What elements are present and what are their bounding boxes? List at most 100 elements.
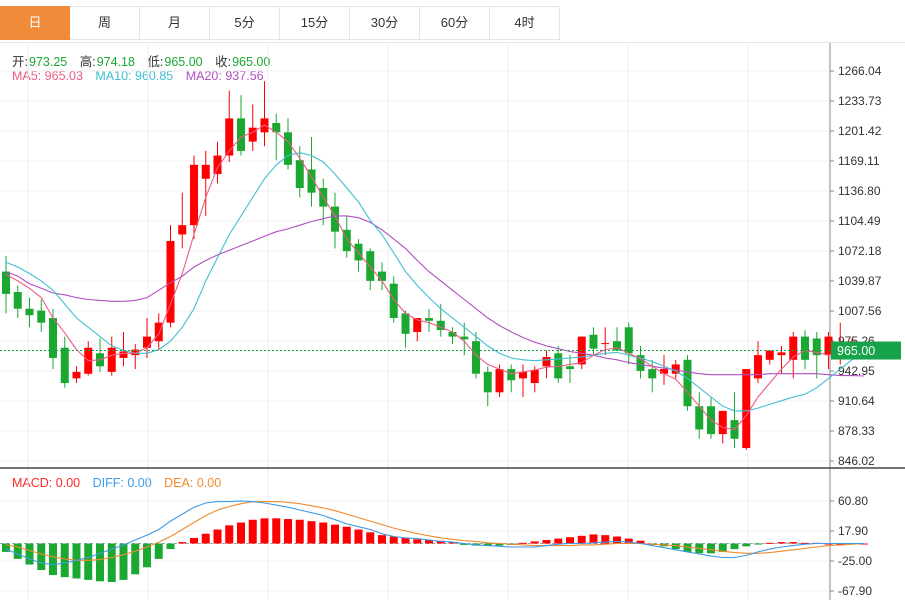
tab-2[interactable]: 周 [70, 6, 140, 40]
price-tick-label-6: 1072.18 [838, 244, 882, 258]
candle-body-36 [425, 318, 433, 321]
candle-body-12 [143, 336, 151, 348]
candle-body-40 [472, 341, 480, 374]
candle-body-54 [636, 355, 645, 371]
tab-3[interactable]: 月 [140, 6, 210, 40]
macd-bar-7 [84, 543, 93, 580]
candle-body-1 [13, 292, 22, 309]
tab-8[interactable]: 4时 [490, 6, 560, 40]
macd-bar-1 [13, 543, 22, 559]
candle-body-11 [131, 349, 140, 356]
macd-bar-13 [154, 543, 163, 559]
price-tick-label-3: 1169.11 [838, 154, 880, 168]
price-tick-label-7: 1039.87 [838, 274, 882, 288]
candle-body-52 [613, 341, 621, 351]
candle-body-17 [201, 164, 210, 179]
dea-line [5, 501, 864, 561]
ma5-line [5, 124, 864, 430]
tab-4[interactable]: 5分 [210, 6, 280, 40]
price-tick-label-11: 910.64 [838, 394, 875, 408]
macd-bar-24 [284, 519, 292, 544]
macd-value: 0.00 [55, 476, 81, 490]
tab-7[interactable]: 60分 [420, 6, 490, 40]
open-value: 973.25 [28, 55, 68, 69]
candle-body-55 [648, 369, 657, 379]
price-tick-label-10: 942.95 [838, 364, 875, 378]
macd-bar-39 [460, 543, 469, 545]
ma10-value: 960.85 [135, 69, 174, 83]
macd-bar-18 [213, 529, 222, 544]
tab-1[interactable]: 日 [0, 6, 70, 40]
macd-bar-47 [554, 538, 563, 544]
candle-body-58 [683, 359, 692, 407]
candle-body-41 [483, 371, 492, 393]
macd-bar-30 [354, 529, 363, 544]
candle-body-20 [237, 118, 245, 151]
price-tick-label-4: 1136.80 [838, 184, 881, 198]
macd-bar-3 [37, 543, 46, 571]
macd-bar-2 [25, 543, 34, 565]
macd-bar-32 [378, 535, 386, 544]
period-tab-bar: 日周月 5分 15分 30分 60分 4时 [0, 0, 905, 42]
candle-body-35 [413, 318, 422, 332]
macd-bar-5 [60, 543, 69, 578]
candle-body-4 [49, 318, 57, 358]
current-price-badge [831, 341, 901, 360]
candle-body-6 [72, 371, 81, 379]
macd-bar-25 [295, 519, 304, 544]
diff-line [5, 500, 864, 566]
ma20-label: MA20: [185, 69, 222, 83]
macd-bar-20 [237, 522, 245, 544]
candle-body-61 [718, 410, 727, 435]
candle-body-23 [272, 123, 281, 133]
candle-body-70 [824, 336, 833, 356]
macd-bar-27 [319, 522, 328, 544]
close-label: 收: [215, 55, 232, 69]
candle-body-56 [660, 369, 668, 374]
current-price-label: 965.00 [837, 344, 875, 358]
candle-body-0 [2, 271, 10, 294]
candle-body-64 [754, 355, 762, 379]
price-tick-label-5: 1104.49 [838, 214, 881, 228]
candle-body-42 [495, 369, 504, 393]
kline-chart[interactable]: 1266.04 1233.73 1201.42 1169.11 1136.80 1104.… [0, 42, 905, 603]
macd-bar-9 [107, 543, 116, 582]
macd-bar-45 [530, 541, 539, 544]
macd-bar-53 [624, 538, 633, 544]
candle-body-59 [695, 406, 704, 430]
candle-body-63 [742, 369, 751, 449]
macd-bar-38 [448, 542, 457, 544]
tab-5[interactable]: 15分 [280, 6, 350, 40]
candle-body-50 [589, 334, 598, 349]
candle-body-48 [566, 366, 574, 370]
ma5-value: 965.03 [44, 69, 83, 83]
ma5-label: MA5: [12, 69, 42, 83]
candle-body-34 [401, 313, 410, 334]
open-label: 开: [12, 55, 28, 69]
ma20-line [5, 215, 864, 377]
candle-body-38 [448, 331, 457, 337]
candle-body-68 [801, 336, 809, 360]
candle-body-28 [331, 206, 339, 232]
price-tick-label-12: 878.33 [838, 424, 875, 438]
macd-bar-22 [260, 518, 269, 544]
candle-body-69 [812, 338, 821, 356]
macd-bar-51 [601, 535, 610, 544]
macd-bar-66 [777, 542, 786, 544]
macd-bar-35 [413, 539, 422, 544]
macd-tick-label-0: 60.80 [838, 494, 868, 508]
macd-bar-19 [225, 525, 234, 544]
candle-body-30 [354, 243, 363, 261]
candle-body-32 [378, 271, 386, 281]
candle-body-37 [436, 320, 445, 331]
macd-tick-label-2: -25.00 [838, 554, 872, 568]
dea-label: DEA: [164, 476, 194, 490]
candle-body-44 [519, 371, 527, 379]
macd-bar-68 [801, 542, 809, 544]
ma-readout: MA5: 965.03 MA10: 960.85 MA20: 937.56 [12, 69, 264, 83]
dea-value: 0.00 [196, 476, 222, 490]
macd-bar-16 [190, 537, 198, 544]
ma10-line [5, 152, 865, 412]
candle-body-3 [37, 310, 46, 323]
tab-6[interactable]: 30分 [350, 6, 420, 40]
